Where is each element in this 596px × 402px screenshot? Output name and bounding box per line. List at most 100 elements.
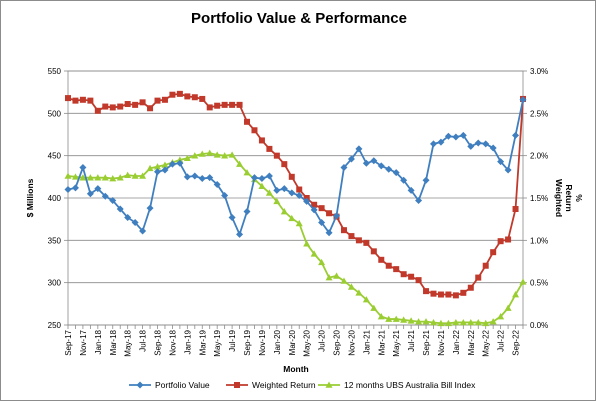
- data-point: [370, 248, 377, 255]
- legend-item: 12 months UBS Australia Bill Index: [318, 380, 476, 390]
- data-point: [512, 206, 519, 213]
- data-point: [385, 165, 393, 173]
- data-point: [184, 93, 191, 100]
- data-point: [415, 277, 422, 284]
- series-line: [67, 99, 524, 237]
- data-point: [310, 250, 318, 257]
- data-point: [176, 159, 184, 167]
- x-tick-label: Nov-18: [168, 329, 177, 355]
- data-point: [429, 140, 437, 148]
- data-point: [348, 233, 355, 240]
- data-point: [333, 212, 341, 220]
- legend-item: Portfolio Value: [129, 380, 210, 390]
- y-axis-right-title-line: Return: [564, 184, 574, 211]
- data-point: [325, 274, 333, 281]
- data-point: [512, 131, 520, 139]
- data-point: [94, 107, 101, 114]
- data-point: [444, 132, 452, 140]
- y-right-tick-label: 2.0%: [530, 152, 548, 161]
- data-point: [191, 94, 198, 101]
- y-left-tick-label: 350: [48, 236, 62, 245]
- data-point: [392, 315, 400, 322]
- y-right-tick-label: 0.5%: [530, 279, 548, 288]
- data-point: [258, 137, 265, 144]
- data-point: [250, 174, 258, 182]
- x-tick-label: Mar-19: [198, 329, 207, 355]
- data-point: [176, 90, 183, 97]
- legend-swatch-marker: [136, 381, 144, 389]
- data-point: [467, 142, 475, 150]
- data-point: [139, 227, 147, 235]
- data-point: [109, 104, 116, 111]
- data-point: [400, 271, 407, 278]
- data-point: [139, 172, 147, 179]
- data-point: [221, 101, 228, 108]
- data-point: [377, 162, 385, 170]
- data-point: [228, 213, 236, 221]
- y-axis-right-title: Weighted Return%: [554, 179, 584, 217]
- data-point: [161, 161, 169, 168]
- x-tick-label: Nov-19: [258, 329, 267, 355]
- y-left-tick-label: 550: [48, 67, 62, 76]
- data-point: [288, 214, 296, 222]
- data-point: [154, 168, 162, 176]
- legend-item: Weighted Return: [226, 380, 316, 390]
- series-layer: [64, 90, 527, 327]
- x-tick-label: Nov-20: [347, 329, 356, 355]
- x-tick-label: May-19: [213, 329, 222, 356]
- data-point: [64, 172, 72, 179]
- y-left-tick-label: 250: [48, 321, 62, 330]
- data-point: [109, 197, 117, 205]
- data-point: [482, 319, 490, 327]
- chart-title: Portfolio Value & Performance: [191, 10, 407, 27]
- data-point: [497, 238, 504, 245]
- x-axis-ticks: Sep-17 Nov-17 Jan-18 Mar-18 May-18 Jul-18 Sep-…: [64, 325, 524, 357]
- data-point: [228, 151, 236, 158]
- data-point: [318, 219, 326, 227]
- data-point: [191, 152, 199, 159]
- data-point: [198, 150, 206, 157]
- legend-label: Weighted Return: [252, 380, 316, 390]
- data-point: [370, 304, 378, 311]
- data-point: [288, 189, 296, 197]
- data-point: [109, 175, 117, 182]
- data-point: [72, 97, 79, 104]
- data-point: [154, 163, 162, 170]
- y-axis-right-ticks: 0.0% 0.5% 1.0% 1.5% 2.0% 2.5% 3.0%: [523, 67, 548, 330]
- data-point: [273, 186, 281, 194]
- legend-label: Portfolio Value: [155, 380, 210, 390]
- data-point: [490, 249, 497, 256]
- data-point: [265, 172, 273, 180]
- x-tick-label: Jan-21: [362, 329, 371, 354]
- data-point: [385, 315, 393, 322]
- data-point: [214, 102, 221, 109]
- data-point: [124, 101, 131, 108]
- x-tick-label: Jan-19: [183, 329, 192, 354]
- data-point: [415, 197, 423, 205]
- data-point: [146, 164, 154, 172]
- data-point: [71, 173, 79, 180]
- data-point: [385, 262, 392, 269]
- x-tick-label: Jul-19: [228, 329, 237, 351]
- data-point: [169, 91, 176, 98]
- data-point: [86, 190, 94, 198]
- legend-swatch-marker: [325, 381, 333, 388]
- legend-label: 12 months UBS Australia Bill Index: [344, 380, 476, 390]
- x-tick-label: May-21: [392, 329, 401, 356]
- data-point: [64, 186, 72, 194]
- data-point: [370, 157, 378, 165]
- data-point: [422, 176, 430, 184]
- data-point: [295, 191, 303, 199]
- data-point: [132, 101, 139, 108]
- x-tick-label: May-20: [303, 329, 312, 356]
- y-axis-left-title: $ Millions: [25, 178, 35, 217]
- data-point: [497, 158, 505, 166]
- data-point: [251, 127, 258, 134]
- data-point: [318, 258, 326, 266]
- data-point: [265, 189, 273, 196]
- data-point: [355, 289, 363, 296]
- data-point: [407, 186, 415, 194]
- y-left-tick-label: 300: [48, 279, 62, 288]
- data-point: [459, 131, 467, 139]
